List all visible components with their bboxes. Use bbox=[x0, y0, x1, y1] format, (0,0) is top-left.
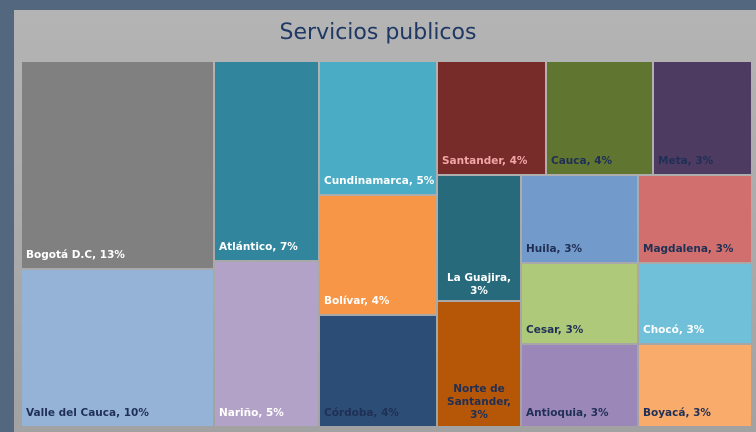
treemap-tile: Nariño, 5% bbox=[215, 262, 318, 426]
tile-label: Boyacá, 3% bbox=[643, 407, 711, 419]
tile-label: Huila, 3% bbox=[526, 243, 583, 255]
treemap-tile: Cesar, 3% bbox=[522, 264, 637, 343]
tile-label: Chocó, 3% bbox=[643, 324, 705, 336]
treemap-tile: Bolívar, 4% bbox=[320, 196, 436, 314]
treemap-tile: Antioquia, 3% bbox=[522, 345, 637, 426]
tile-label: Cesar, 3% bbox=[526, 324, 584, 336]
treemap-tile: Cundinamarca, 5% bbox=[320, 62, 436, 194]
chart-title: Servicios publicos bbox=[279, 20, 477, 45]
treemap-tile: Huila, 3% bbox=[522, 176, 637, 262]
tile-label: Bolívar, 4% bbox=[324, 295, 390, 307]
tile-label: Magdalena, 3% bbox=[643, 243, 734, 255]
tile-label: Atlántico, 7% bbox=[219, 241, 298, 253]
tile-label: Cauca, 4% bbox=[551, 155, 613, 167]
treemap-tile: Meta, 3% bbox=[654, 62, 751, 174]
treemap-tile: Boyacá, 3% bbox=[639, 345, 751, 426]
tile-label: Norte de Santander, 3% bbox=[447, 383, 511, 421]
tile-label: Nariño, 5% bbox=[219, 407, 284, 419]
treemap-tile: Atlántico, 7% bbox=[215, 62, 318, 260]
treemap-tile: Cauca, 4% bbox=[547, 62, 652, 174]
tile-label: Cundinamarca, 5% bbox=[324, 175, 435, 187]
treemap-tile: Magdalena, 3% bbox=[639, 176, 751, 262]
tile-label: Meta, 3% bbox=[658, 155, 714, 167]
treemap-tile: Santander, 4% bbox=[438, 62, 545, 174]
treemap-tile: Bogotá D.C, 13% bbox=[22, 62, 213, 268]
tile-label: Bogotá D.C, 13% bbox=[26, 249, 125, 261]
treemap-tile: Chocó, 3% bbox=[639, 264, 751, 343]
tile-label: La Guajira, 3% bbox=[446, 272, 512, 297]
tile-label: Santander, 4% bbox=[442, 155, 528, 167]
chart-panel: Servicios publicos Bogotá D.C, 13% Valle … bbox=[14, 10, 756, 432]
treemap-tile: Córdoba, 4% bbox=[320, 316, 436, 426]
treemap-tile: La Guajira, 3% bbox=[438, 176, 520, 300]
treemap-tile: Norte de Santander, 3% bbox=[438, 302, 520, 426]
treemap-tile: Valle del Cauca, 10% bbox=[22, 270, 213, 426]
tile-label: Córdoba, 4% bbox=[324, 407, 399, 419]
tile-label: Valle del Cauca, 10% bbox=[26, 407, 149, 419]
tile-label: Antioquia, 3% bbox=[526, 407, 609, 419]
